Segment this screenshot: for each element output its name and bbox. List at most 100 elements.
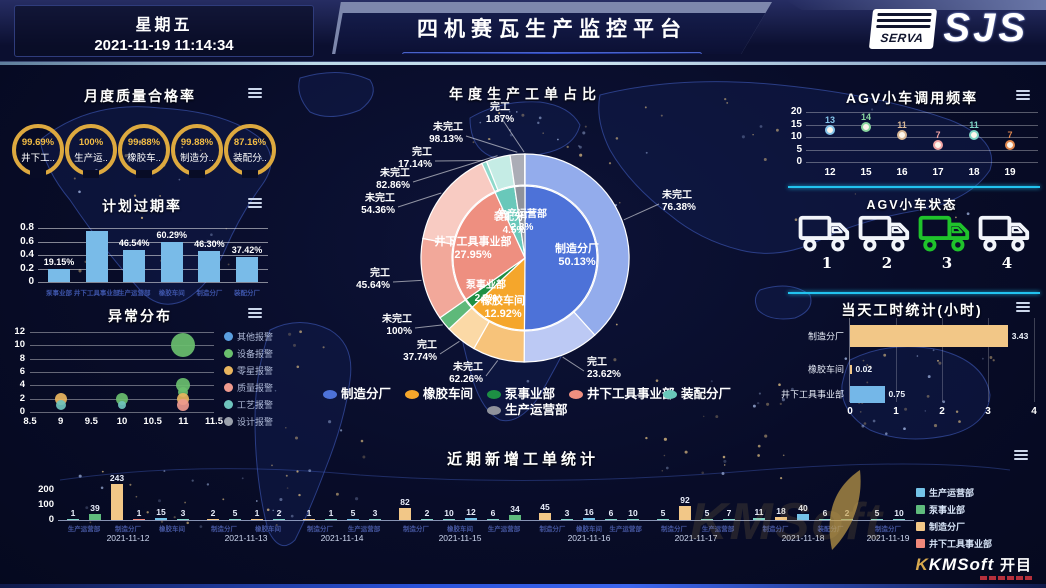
recent-bar[interactable] [509, 514, 521, 520]
recent-bar[interactable] [487, 518, 499, 520]
work-hours-bar[interactable] [850, 385, 885, 403]
legend-item[interactable]: 生产运营部 [487, 403, 568, 418]
legend-item[interactable]: 泵事业部 [916, 503, 992, 516]
recent-bar[interactable] [111, 483, 123, 520]
y-tick-label: 200 [38, 484, 54, 495]
legend-item[interactable]: 零星报警 [224, 364, 273, 377]
recent-bar[interactable] [325, 518, 337, 520]
recent-bar[interactable] [819, 518, 831, 520]
recent-bar[interactable] [775, 517, 787, 520]
recent-bar[interactable] [871, 518, 883, 520]
recent-bar[interactable] [369, 518, 381, 520]
agv-freq-point[interactable] [861, 122, 871, 132]
recent-bar[interactable] [303, 518, 315, 520]
legend-marker-icon [487, 390, 501, 400]
legend-item[interactable]: 制造分厂 [916, 520, 992, 533]
work-hours-bar[interactable] [850, 364, 852, 374]
recent-bar[interactable] [465, 518, 477, 520]
agv-freq-point[interactable] [969, 129, 979, 140]
anomaly-point[interactable] [178, 387, 189, 397]
donut-inner-slice[interactable] [513, 185, 526, 259]
recent-bar[interactable] [443, 518, 455, 520]
donut-inner-slice[interactable] [471, 256, 526, 331]
legend-item[interactable]: 工艺报警 [224, 398, 273, 411]
legend-item[interactable]: 设备报警 [224, 347, 273, 360]
legend-item[interactable]: 质量报警 [224, 381, 273, 394]
gridline [896, 318, 897, 402]
recent-bar[interactable] [251, 518, 263, 520]
donut-inner-label: 生产运营部 2.3% [497, 207, 547, 233]
legend-item[interactable]: 井下工具事业部 [916, 537, 992, 550]
quality-gauge: 99.88% 制造分.. [171, 124, 223, 178]
recent-bar[interactable] [421, 518, 433, 520]
work-hours-panel-title: 当天工时统计(小时) [841, 302, 983, 318]
recent-bar[interactable] [583, 517, 595, 520]
quality-menu-icon[interactable] [248, 88, 262, 99]
quality-panel-title: 月度质量合格率 [84, 88, 196, 104]
anomaly-menu-icon[interactable] [248, 308, 262, 319]
recent-bar[interactable] [155, 517, 167, 520]
recent-bar[interactable] [723, 518, 735, 520]
gridline [806, 162, 1038, 163]
recent-bar[interactable] [273, 518, 285, 520]
overdue-bar[interactable] [85, 231, 108, 282]
overdue-bar[interactable] [160, 242, 183, 282]
recent-bar[interactable] [347, 518, 359, 520]
overdue-bar[interactable] [48, 269, 70, 282]
recent-bar[interactable] [133, 518, 145, 520]
recent-bar[interactable] [701, 518, 713, 520]
donut-outer-segment[interactable] [524, 153, 630, 336]
agv-freq-point[interactable] [825, 124, 835, 135]
bar-value-label: 39 [90, 503, 100, 514]
recent-bar[interactable] [539, 513, 551, 520]
agv-freq-point[interactable] [1005, 139, 1015, 150]
recent-bar[interactable] [627, 518, 639, 520]
agv-freq-menu-icon[interactable] [1016, 90, 1030, 101]
legend-item[interactable]: 生产运营部 [916, 486, 992, 499]
work-hours-menu-icon[interactable] [1016, 302, 1030, 313]
overdue-menu-icon[interactable] [248, 198, 262, 209]
legend-item[interactable]: 制造分厂 [322, 387, 391, 402]
anomaly-point[interactable] [55, 400, 66, 411]
work-hours-bar[interactable] [850, 325, 1008, 347]
recent-bar[interactable] [797, 514, 809, 520]
agv-freq-point[interactable] [897, 129, 907, 140]
y-tick-label: 10 [790, 131, 802, 142]
recent-bar[interactable] [561, 518, 573, 520]
gridline [30, 358, 214, 360]
recent-bar[interactable] [399, 507, 411, 520]
overdue-bar[interactable] [236, 257, 258, 282]
legend-item[interactable]: 井下工具事业部 [569, 387, 675, 402]
recent-bar[interactable] [177, 518, 189, 520]
recent-bar[interactable] [67, 518, 79, 520]
recent-bar[interactable] [605, 518, 617, 520]
recent-bar[interactable] [679, 506, 691, 520]
recent-bar[interactable] [229, 518, 241, 520]
recent-menu-icon[interactable] [1014, 450, 1028, 461]
bar-value-label: 6 [822, 507, 828, 518]
anomaly-point[interactable] [118, 401, 126, 410]
overdue-bar[interactable] [198, 251, 221, 282]
legend-item[interactable]: 设计报警 [224, 415, 273, 428]
bar-value-label: 5 [704, 507, 710, 518]
recent-bar[interactable] [893, 518, 905, 520]
donut-outer-label: 完工 23.62% [587, 355, 621, 380]
legend-label: 工艺报警 [237, 400, 274, 410]
legend-item[interactable]: 其他报警 [224, 330, 273, 343]
agv-freq-point[interactable] [933, 139, 943, 150]
overdue-bar[interactable] [123, 250, 146, 282]
recent-bar[interactable] [657, 518, 669, 520]
x-category-label: 生产运营部 [117, 290, 151, 297]
donut-inner-slice[interactable] [523, 185, 598, 331]
legend-marker-icon [916, 522, 925, 531]
recent-bar[interactable] [89, 514, 101, 520]
anomaly-point[interactable] [171, 333, 196, 358]
recent-bar[interactable] [753, 518, 765, 520]
legend-item[interactable]: 泵事业部 [487, 387, 555, 402]
agv-truck: 4 [978, 212, 1036, 272]
dept-axis-label: 生产运营部 [701, 526, 735, 533]
recent-bar[interactable] [207, 518, 219, 520]
legend-item[interactable]: 橡胶车间 [404, 387, 473, 402]
legend-item[interactable]: 装配分厂 [663, 387, 731, 402]
anomaly-point[interactable] [177, 399, 190, 412]
